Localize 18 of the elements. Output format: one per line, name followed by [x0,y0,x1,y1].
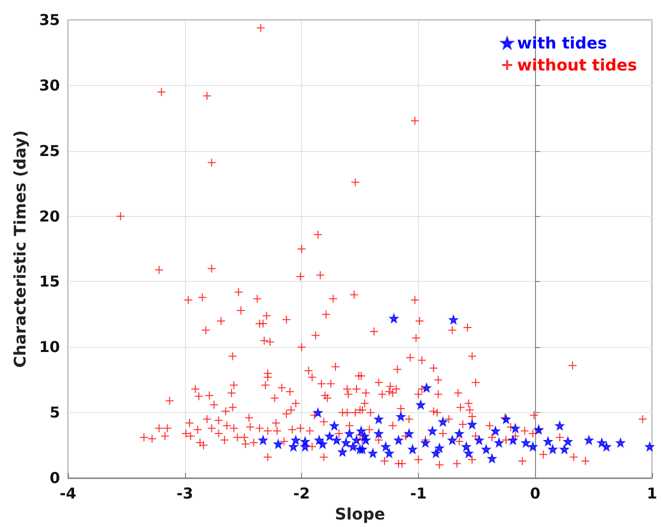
y-tick-label: 30 [39,76,60,94]
y-tick-label: 20 [39,207,60,226]
x-axis-title: Slope [334,504,386,524]
x-tick-label: -3 [176,484,194,502]
x-tick-label: -4 [60,484,76,502]
x-tick-label: 1 [646,484,658,502]
legend-label: without tides [517,56,638,74]
legend-label: with tides [517,34,607,52]
y-axis-title: Characteristic Times (day) [10,130,30,368]
y-tick-label: 0 [50,469,60,487]
y-tick-label: 25 [39,142,60,160]
x-tick-label: -2 [293,484,310,502]
x-tick-label: -1 [410,484,427,502]
y-tick-label: 35 [39,11,60,29]
y-tick-label: 15 [39,272,60,291]
y-tick-label: 5 [50,404,60,422]
y-tick-label: 10 [39,338,60,356]
x-tick-label: 0 [530,484,540,502]
